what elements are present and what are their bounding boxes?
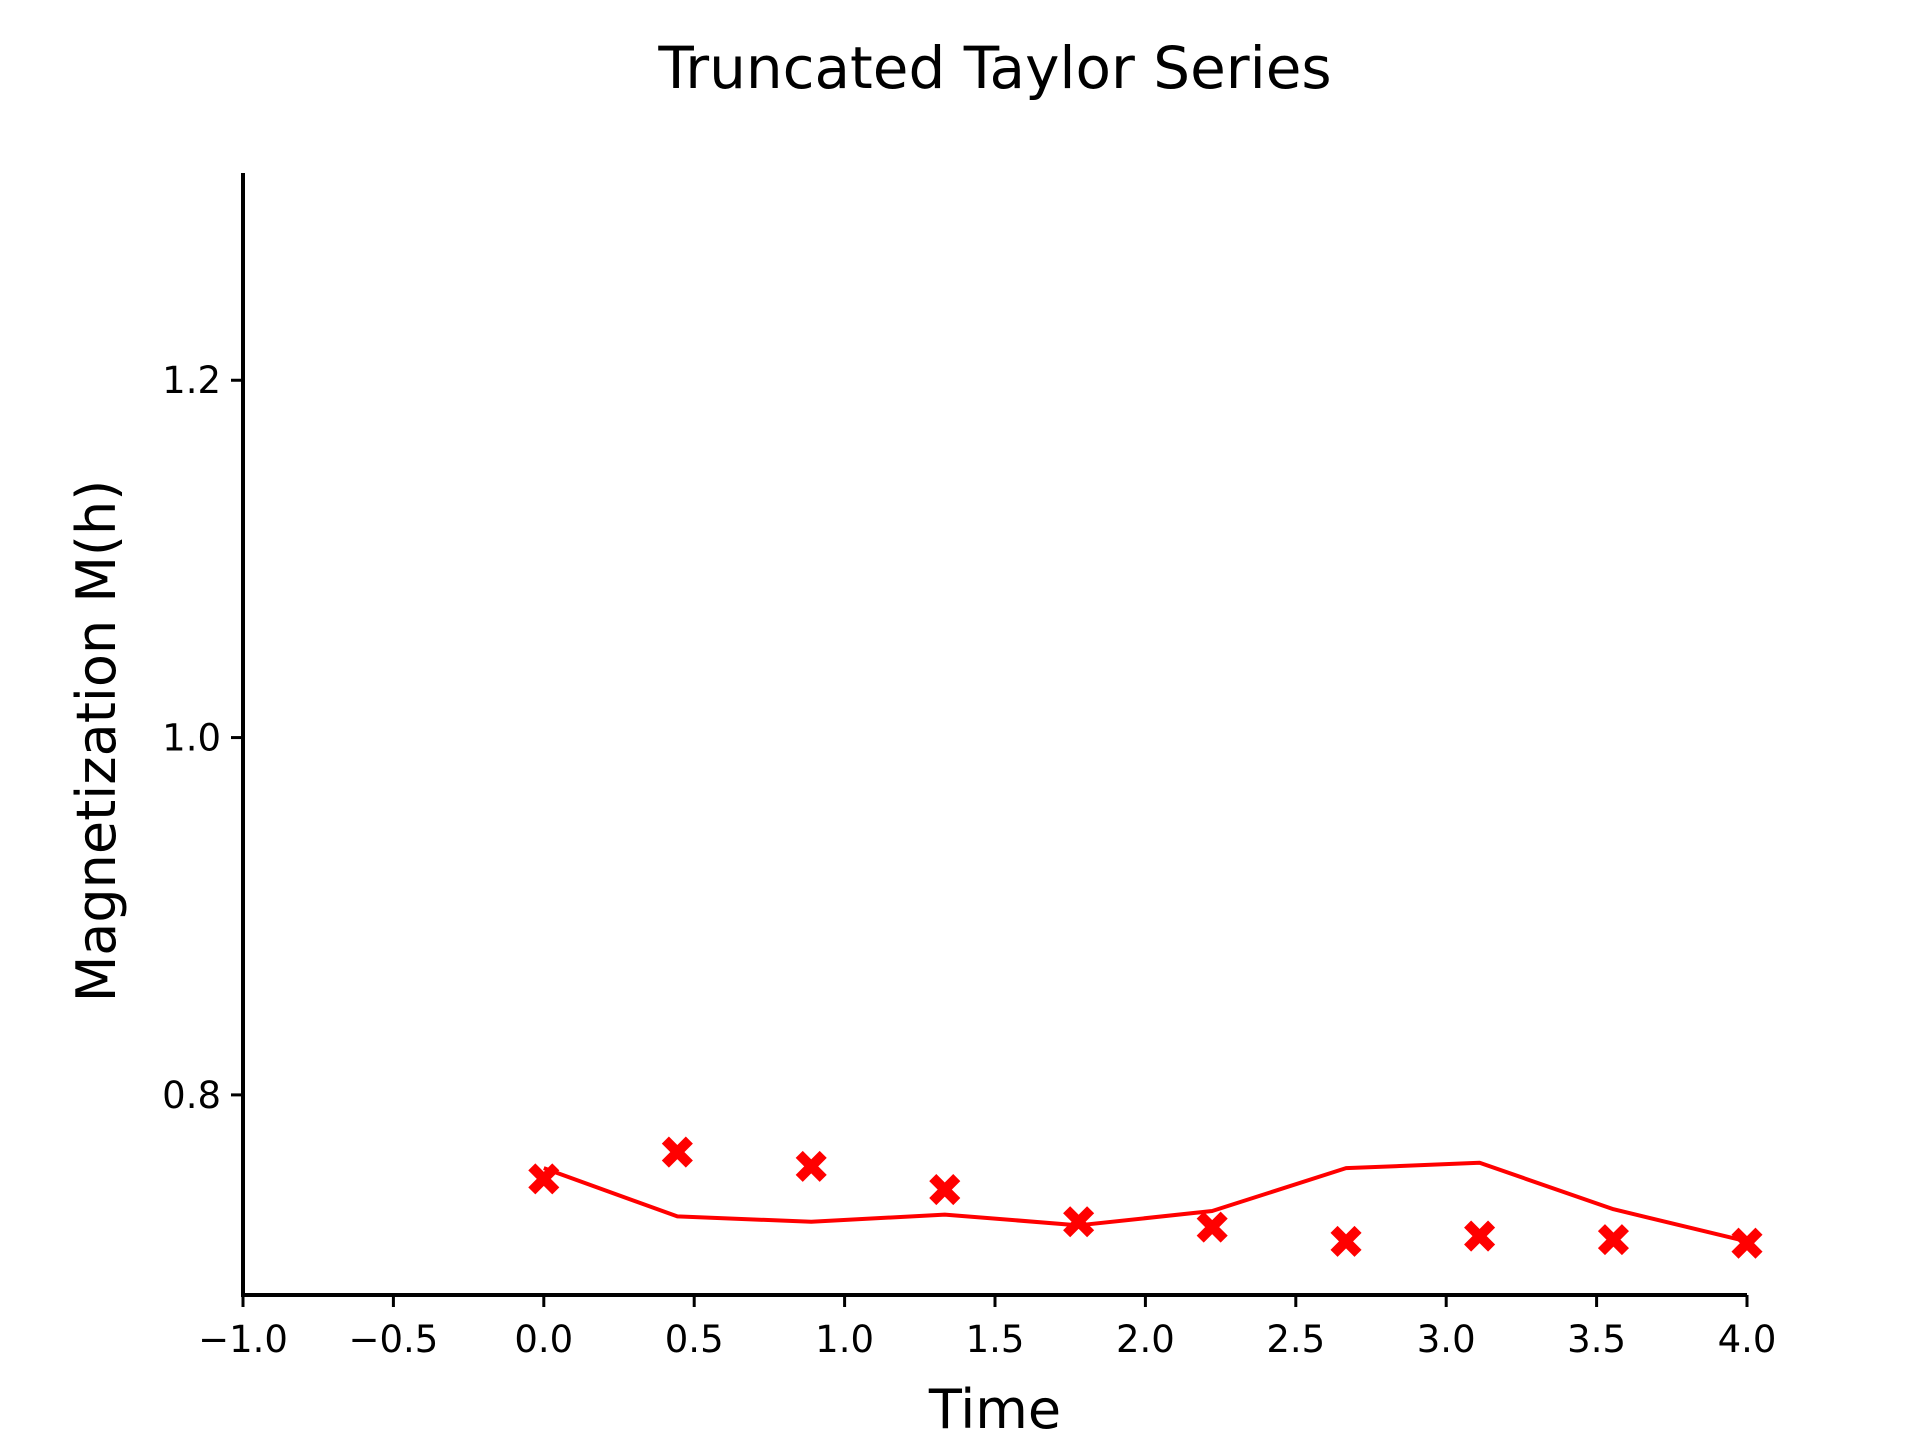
scatter-point [1464, 1220, 1496, 1252]
scatter-point [661, 1136, 693, 1168]
scatter-point [1731, 1227, 1763, 1259]
y-tick-label: 0.8 [162, 1074, 221, 1117]
x-tick-label: 1.5 [966, 1318, 1025, 1361]
y-ticks: 0.8 1.0 1.2 [162, 359, 243, 1117]
scatter-point [929, 1174, 961, 1206]
x-ticks: −1.0 −0.5 0.0 0.5 1.0 1.5 2.0 2.5 3.0 3.5 4.0 [198, 1295, 1776, 1361]
x-tick-label: 3.0 [1417, 1318, 1476, 1361]
plot-area [528, 1136, 1763, 1259]
x-tick-label: 1.0 [815, 1318, 874, 1361]
scatter-point [1597, 1224, 1629, 1256]
scatter-point [1063, 1206, 1095, 1238]
x-axis-label: Time [928, 1378, 1061, 1440]
y-axis-label: Magnetization M(h) [65, 480, 128, 1003]
scatter-point [1330, 1225, 1362, 1257]
x-tick-label: 2.5 [1266, 1318, 1325, 1361]
x-tick-label: 0.0 [514, 1318, 573, 1361]
scatter-point [1196, 1211, 1228, 1243]
scatter-point [795, 1150, 827, 1182]
y-tick-label: 1.0 [162, 717, 221, 760]
x-tick-label: −1.0 [198, 1318, 288, 1361]
line-series [543, 1160, 1748, 1244]
x-tick-label: −0.5 [348, 1318, 438, 1361]
y-tick-label: 1.2 [162, 359, 221, 402]
chart-title: Truncated Taylor Series [657, 34, 1331, 102]
x-tick-label: 4.0 [1718, 1318, 1777, 1361]
scatter-point [528, 1163, 560, 1195]
x-tick-label: 2.0 [1116, 1318, 1175, 1361]
x-tick-label: 3.5 [1567, 1318, 1626, 1361]
x-tick-label: 0.5 [665, 1318, 724, 1361]
